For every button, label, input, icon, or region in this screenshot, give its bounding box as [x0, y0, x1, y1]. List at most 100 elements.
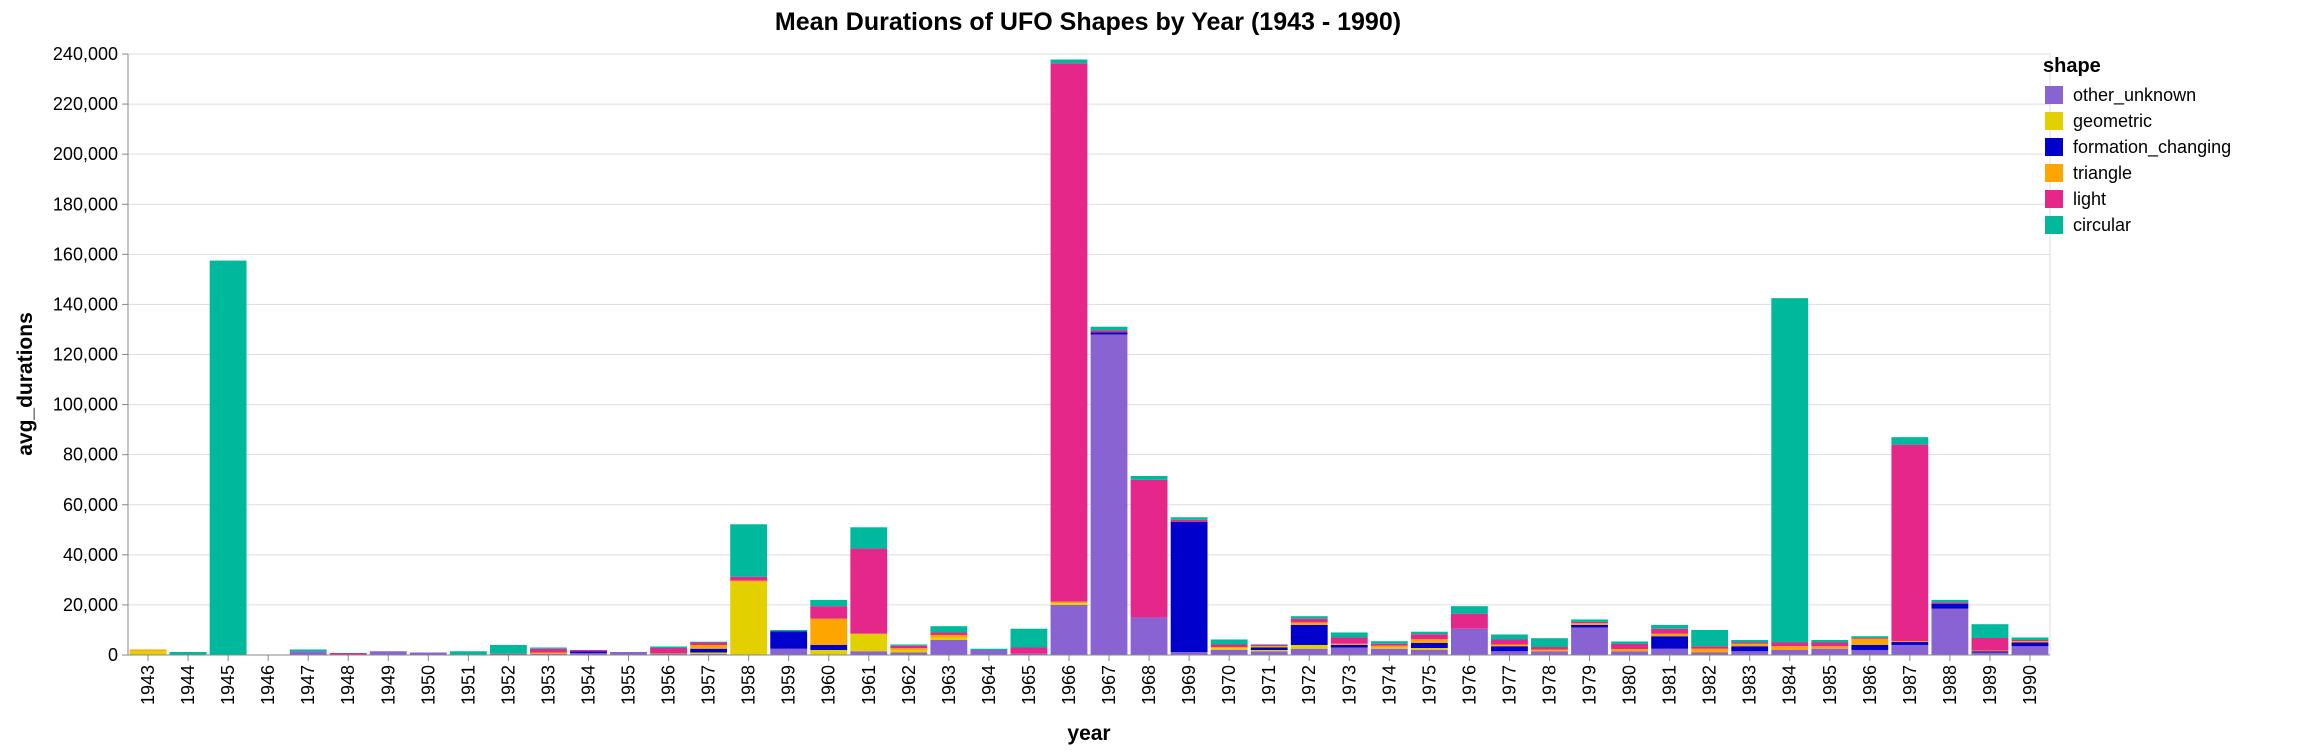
bar-segment-other_unknown-1968 — [1130, 617, 1168, 655]
y-tick-label: 20,000 — [63, 595, 118, 615]
bar-segment-light-1982 — [1691, 646, 1729, 649]
y-tick-label: 200,000 — [53, 144, 118, 164]
bar-segment-other_unknown-1987 — [1891, 644, 1929, 655]
legend-swatch-formation_changing — [2045, 138, 2063, 156]
bar-segment-triangle-1978 — [1531, 649, 1568, 652]
bar-segment-formation_changing-1983 — [1731, 646, 1769, 652]
x-tick-label: 1989 — [1980, 665, 2000, 705]
legend-label-geometric: geometric — [2073, 111, 2152, 131]
bar-segment-triangle-1984 — [1771, 646, 1809, 650]
bar-segment-circular-1951 — [449, 651, 487, 655]
x-tick-label: 1946 — [258, 665, 278, 705]
x-tick-label: 1957 — [699, 665, 719, 705]
bar-segment-light-1986 — [1851, 637, 1889, 639]
bar-segment-light-1976 — [1450, 613, 1488, 629]
bar-segment-light-1958 — [730, 576, 768, 581]
bar-segment-triangle-1962 — [890, 648, 928, 650]
bar-segment-other_unknown-1976 — [1450, 628, 1488, 655]
legend-swatch-geometric — [2045, 112, 2063, 130]
bar-segment-light-1972 — [1290, 618, 1328, 623]
bar-segment-light-1970 — [1210, 644, 1248, 647]
bar-segment-circular-1944 — [169, 652, 207, 655]
bar-segment-circular-1988 — [1931, 599, 1969, 603]
bar-segment-light-1980 — [1611, 643, 1648, 649]
x-tick-label: 1954 — [578, 665, 598, 705]
bar-segment-other_unknown-1974 — [1370, 648, 1408, 655]
bar-segment-other_unknown-1956 — [650, 653, 687, 655]
bar-segment-circular-1945 — [209, 260, 247, 655]
bar-segment-light-1952 — [489, 653, 527, 655]
x-tick-label: 1959 — [779, 665, 799, 705]
bar-segment-formation_changing-1959 — [770, 631, 808, 649]
bar-segment-triangle-1990 — [2011, 641, 2049, 643]
bar-segment-triangle-1981 — [1651, 633, 1689, 637]
bar-segment-light-1962 — [890, 645, 928, 649]
x-tick-label: 1990 — [2020, 665, 2040, 705]
x-tick-label: 1988 — [1940, 665, 1960, 705]
bar-segment-other_unknown-1961 — [850, 651, 888, 655]
bar-segment-circular-1985 — [1811, 639, 1849, 643]
x-tick-label: 1966 — [1059, 665, 1079, 705]
legend-label-formation_changing: formation_changing — [2073, 137, 2231, 158]
y-tick-label: 180,000 — [53, 194, 118, 214]
bar-segment-triangle-1957 — [690, 644, 728, 649]
y-tick-label: 240,000 — [53, 44, 118, 64]
bar-segment-other_unknown-1980 — [1611, 651, 1648, 655]
legend: shape other_unknown geometric formation_ch… — [2043, 55, 2231, 235]
bar-segment-formation_changing-1967 — [1090, 332, 1128, 335]
bar-segment-triangle-1953 — [530, 652, 567, 654]
bar-segment-other_unknown-1954 — [570, 653, 607, 655]
bar-segment-other_unknown-1979 — [1571, 627, 1608, 655]
bar-segment-circular-1953 — [530, 647, 567, 649]
x-tick-label: 1964 — [979, 665, 999, 705]
bar-segment-circular-1972 — [1290, 616, 1328, 619]
bar-segment-light-1957 — [690, 642, 728, 645]
bar-segment-geometric-1943 — [129, 651, 167, 655]
x-tick-label: 1947 — [298, 665, 318, 705]
legend-label-triangle: triangle — [2073, 163, 2132, 183]
bar-segment-formation_changing-1987 — [1891, 641, 1929, 645]
bar-segment-triangle-1982 — [1691, 648, 1729, 653]
legend-label-light: light — [2073, 189, 2106, 209]
y-tick-label: 40,000 — [63, 545, 118, 565]
bar-segment-light-1963 — [930, 632, 968, 635]
y-tick-label: 0 — [108, 645, 118, 665]
bar-segment-light-1967 — [1090, 330, 1128, 333]
bar-segment-other_unknown-1985 — [1811, 648, 1849, 655]
bar-segment-light-1981 — [1651, 628, 1689, 634]
bar-segment-light-1956 — [650, 647, 687, 653]
bar-segment-formation_changing-1981 — [1651, 636, 1689, 649]
bar-segment-geometric-1957 — [690, 652, 728, 654]
x-tick-label: 1951 — [458, 665, 478, 705]
x-tick-label: 1949 — [378, 665, 398, 705]
x-tick-label: 1976 — [1459, 665, 1479, 705]
bar-segment-light-1961 — [850, 548, 888, 634]
bar-segment-other_unknown-1978 — [1531, 651, 1568, 655]
y-tick-label: 100,000 — [53, 395, 118, 415]
bar-segment-triangle-1971 — [1250, 645, 1288, 648]
bar-segment-geometric-1966 — [1050, 603, 1088, 605]
axes: 0 20,000 40,000 60,000 80,000 100,000 120,000 1… — [53, 44, 2050, 705]
bar-segment-circular-1960 — [810, 599, 848, 607]
x-tick-label: 1974 — [1379, 665, 1399, 705]
bar-segment-circular-1947 — [289, 649, 327, 652]
legend-label-other_unknown: other_unknown — [2073, 85, 2196, 106]
bar-segment-triangle-1977 — [1491, 644, 1528, 647]
bar-segment-other_unknown-1969 — [1170, 652, 1208, 655]
bar-segment-circular-1977 — [1491, 634, 1528, 640]
bar-segment-other_unknown-1981 — [1651, 648, 1689, 655]
x-tick-label: 1980 — [1620, 665, 1640, 705]
bar-segment-circular-1959 — [770, 629, 808, 632]
bar-segment-triangle-1970 — [1210, 646, 1248, 649]
bar-segment-circular-1983 — [1731, 639, 1769, 643]
x-axis-title: year — [1067, 722, 1110, 745]
x-tick-label: 1970 — [1219, 665, 1239, 705]
bar-segment-other_unknown-1962 — [890, 652, 928, 655]
chart-title: Mean Durations of UFO Shapes by Year (19… — [775, 8, 1401, 36]
bar-segment-circular-1971 — [1250, 644, 1288, 645]
bar-segment-formation_changing-1969 — [1170, 521, 1208, 652]
bar-segment-geometric-1972 — [1290, 644, 1328, 649]
bar-segment-other_unknown-1977 — [1491, 651, 1528, 655]
x-tick-label: 1979 — [1580, 665, 1600, 705]
bar-segment-other_unknown-1989 — [1971, 652, 2009, 655]
